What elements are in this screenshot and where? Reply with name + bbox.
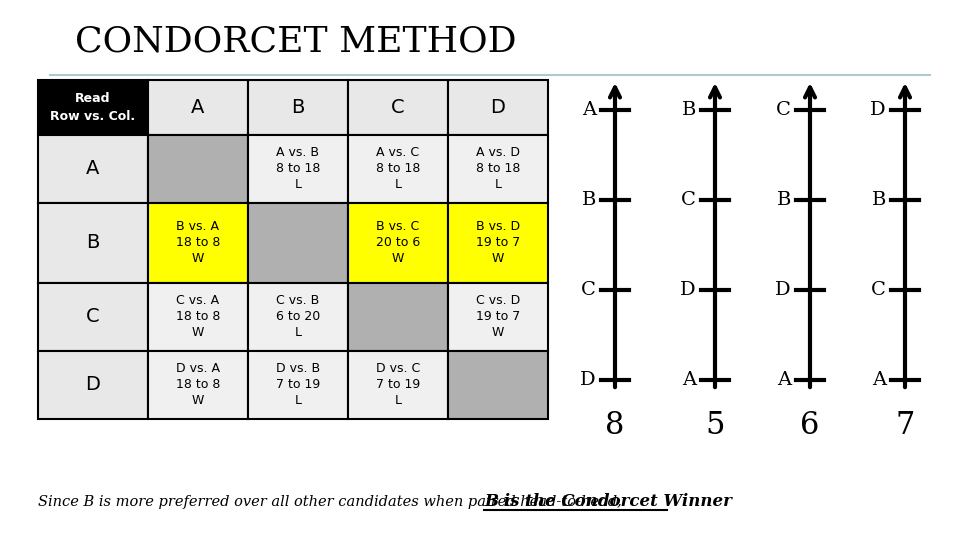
Text: C: C <box>682 191 696 209</box>
Text: 5: 5 <box>706 409 725 441</box>
Text: B: B <box>682 101 696 119</box>
Bar <box>38 80 148 135</box>
Text: D: D <box>581 371 596 389</box>
Text: A vs. D
8 to 18
L: A vs. D 8 to 18 L <box>476 146 520 192</box>
Text: A: A <box>872 371 886 389</box>
Text: C vs. A
18 to 8
W: C vs. A 18 to 8 W <box>176 294 220 340</box>
Text: A: A <box>682 371 696 389</box>
Text: B: B <box>291 98 304 117</box>
Bar <box>148 203 248 283</box>
Bar <box>248 351 348 419</box>
Text: B: B <box>872 191 886 209</box>
Text: B: B <box>777 191 791 209</box>
Bar <box>348 351 448 419</box>
Text: B: B <box>582 191 596 209</box>
Bar <box>448 283 548 351</box>
Text: 7: 7 <box>896 409 915 441</box>
Bar <box>248 135 348 203</box>
Bar <box>38 351 148 419</box>
Bar <box>148 80 248 135</box>
Bar <box>248 203 348 283</box>
Text: Since B is more preferred over all other candidates when paired head-to-head,: Since B is more preferred over all other… <box>38 495 626 509</box>
Text: C: C <box>581 281 596 299</box>
Bar <box>448 351 548 419</box>
Text: B vs. D
19 to 7
W: B vs. D 19 to 7 W <box>476 220 520 266</box>
Text: C vs. D
19 to 7
W: C vs. D 19 to 7 W <box>476 294 520 340</box>
Text: D vs. C
7 to 19
L: D vs. C 7 to 19 L <box>376 362 420 408</box>
Text: C: C <box>871 281 886 299</box>
Bar <box>348 80 448 135</box>
Bar <box>248 283 348 351</box>
Text: C: C <box>86 307 100 327</box>
Text: D: D <box>681 281 696 299</box>
Bar <box>148 135 248 203</box>
Bar <box>38 135 148 203</box>
Text: A: A <box>777 371 791 389</box>
Text: A: A <box>582 101 596 119</box>
Text: CONDORCET METHOD: CONDORCET METHOD <box>75 25 516 59</box>
Bar <box>38 203 148 283</box>
Bar <box>448 203 548 283</box>
Bar <box>448 80 548 135</box>
Bar <box>38 283 148 351</box>
Text: D: D <box>776 281 791 299</box>
Text: B: B <box>86 233 100 253</box>
Text: D: D <box>491 98 505 117</box>
Text: A vs. C
8 to 18
L: A vs. C 8 to 18 L <box>375 146 420 192</box>
Bar <box>148 283 248 351</box>
Text: A: A <box>86 159 100 179</box>
Bar <box>248 80 348 135</box>
Bar <box>348 135 448 203</box>
Text: D: D <box>871 101 886 119</box>
Text: 6: 6 <box>801 409 820 441</box>
Bar <box>448 135 548 203</box>
Bar <box>348 283 448 351</box>
Text: D: D <box>85 375 101 395</box>
Text: 8: 8 <box>606 409 625 441</box>
Text: C: C <box>776 101 791 119</box>
Text: D vs. A
18 to 8
W: D vs. A 18 to 8 W <box>176 362 220 408</box>
Bar <box>348 203 448 283</box>
Text: C vs. B
6 to 20
L: C vs. B 6 to 20 L <box>276 294 320 340</box>
Text: B vs. C
20 to 6
W: B vs. C 20 to 6 W <box>376 220 420 266</box>
Text: B is the Condorcet Winner: B is the Condorcet Winner <box>484 494 732 510</box>
Bar <box>148 351 248 419</box>
Text: A vs. B
8 to 18
L: A vs. B 8 to 18 L <box>276 146 321 192</box>
Text: D vs. B
7 to 19
L: D vs. B 7 to 19 L <box>276 362 320 408</box>
Text: Read
Row vs. Col.: Read Row vs. Col. <box>51 92 135 123</box>
Text: C: C <box>391 98 405 117</box>
Text: A: A <box>191 98 204 117</box>
Text: B vs. A
18 to 8
W: B vs. A 18 to 8 W <box>176 220 220 266</box>
